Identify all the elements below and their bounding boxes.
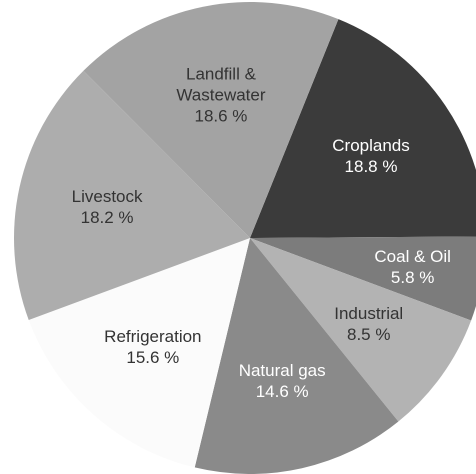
value-label: 18.6 %: [194, 106, 248, 126]
category-label: Refrigeration: [104, 327, 202, 347]
category-label: Industrial: [334, 303, 404, 323]
pie-slice: [83, 1, 339, 238]
slice-label: Livestock 18.2 %: [42, 186, 172, 228]
pie-slice: [250, 19, 476, 238]
category-label: Croplands: [332, 135, 410, 155]
slice-label: Landfill & Wastewater 18.6 %: [166, 63, 276, 126]
value-label: 14.6 %: [255, 381, 309, 401]
pie-slice: [28, 238, 251, 468]
slice-label: Refrigeration 15.6 %: [88, 326, 218, 368]
category-label: Landfill & Wastewater: [176, 64, 266, 105]
value-label: 18.2 %: [80, 207, 134, 227]
value-label: 5.8 %: [390, 267, 435, 287]
category-label: Natural gas: [238, 360, 326, 380]
pie-slice: [13, 70, 251, 321]
slice-label: Natural gas 14.6 %: [217, 360, 347, 402]
value-label: 8.5 %: [346, 324, 391, 344]
value-label: 15.6 %: [126, 348, 180, 368]
pie-slice: [194, 238, 399, 474]
slice-label: Coal & Oil 5.8 %: [348, 246, 476, 288]
pie-slice: [250, 236, 476, 321]
slice-label: Croplands 18.8 %: [306, 135, 436, 177]
pie-slice: [250, 238, 472, 422]
category-label: Coal & Oil: [374, 246, 451, 266]
category-label: Livestock: [71, 186, 143, 206]
value-label: 18.8 %: [344, 156, 398, 176]
slice-label: Industrial 8.5 %: [304, 303, 434, 345]
